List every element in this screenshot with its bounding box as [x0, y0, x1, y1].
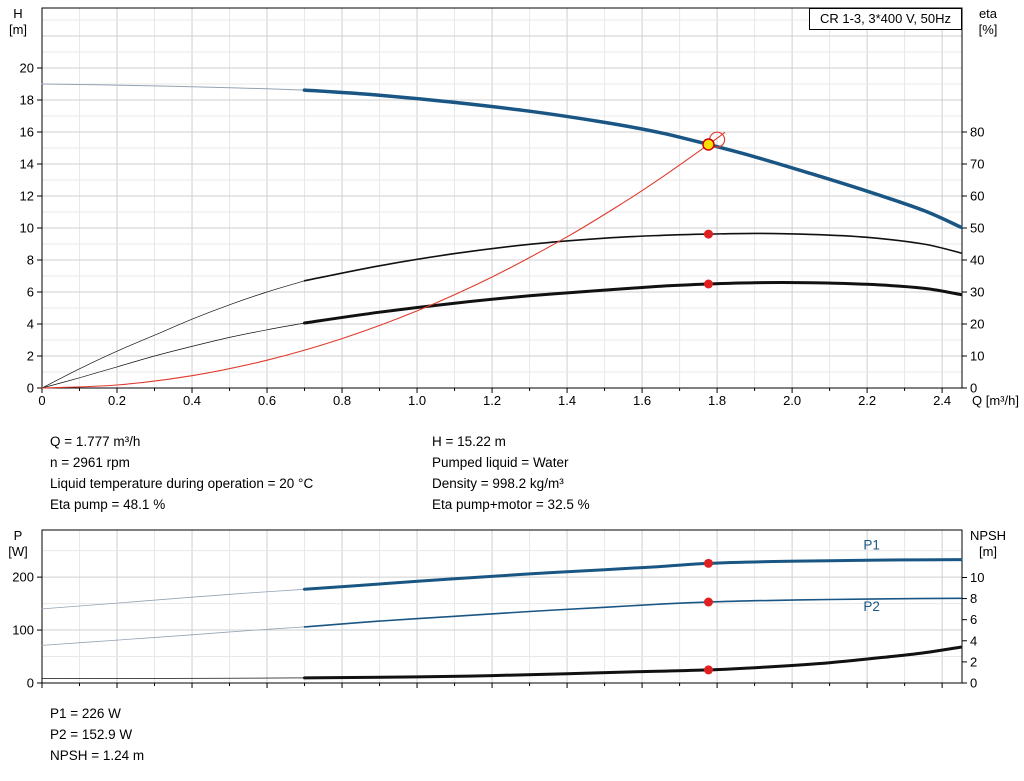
x-axis-label: Q [m³/h] [972, 393, 1019, 408]
pump-model-title-box: CR 1-3, 3*400 V, 50Hz [808, 8, 962, 30]
x-tick-label: 0 [38, 393, 45, 408]
eta-pump-motor-curve [303, 281, 963, 325]
plot-frame [41, 7, 963, 389]
x-tick-label: 2.4 [933, 393, 951, 408]
info-line-eta-pump: Eta pump = 48.1 % [50, 497, 166, 512]
info-line-temperature: Liquid temperature during operation = 20… [50, 476, 314, 491]
y-left-tick-label: 8 [27, 253, 34, 268]
y-left-tick-label: 20 [20, 61, 34, 76]
y-left-tick-label: 4 [27, 317, 34, 332]
y-right-tick-label: 20 [970, 317, 984, 332]
y-left-axis-label: H [13, 6, 22, 21]
p1-extension [41, 588, 305, 610]
y-left-tick-label: 0 [27, 381, 34, 396]
system-curve [41, 132, 726, 389]
eta-pump-motor-extension [41, 322, 305, 389]
x-tick-label: 1.4 [558, 393, 576, 408]
eta-pump-extension [41, 280, 305, 389]
y-right-tick-label: 50 [970, 221, 984, 236]
info-line-liquid: Pumped liquid = Water [432, 455, 569, 470]
eta-pump-curve [303, 232, 962, 282]
eta-pump-point [703, 229, 713, 239]
npsh-point [703, 665, 713, 675]
y-right-tick-label: 8 [970, 591, 977, 606]
y-right-axis-unit: [m] [979, 544, 997, 559]
duty-point [702, 138, 715, 151]
y-left-axis-unit: [W] [8, 544, 28, 559]
p2-point [703, 597, 713, 607]
y-right-axis-label: NPSH [970, 528, 1006, 543]
p1-curve [303, 558, 963, 591]
result-line-npsh: NPSH = 1.24 m [50, 748, 145, 763]
y-right-tick-label: 80 [970, 125, 984, 140]
x-tick-label: 0.6 [258, 393, 276, 408]
y-right-tick-label: 60 [970, 189, 984, 204]
x-tick-label: 1.0 [408, 393, 426, 408]
y-left-tick-label: 16 [20, 125, 34, 140]
y-right-tick-label: 40 [970, 253, 984, 268]
info-line-speed: n = 2961 rpm [50, 455, 130, 470]
y-left-tick-label: 10 [20, 221, 34, 236]
y-right-tick-label: 4 [970, 633, 977, 648]
pump-curve [302, 88, 963, 229]
x-tick-label: 1.2 [483, 393, 501, 408]
y-right-tick-label: 10 [970, 349, 984, 364]
y-right-tick-label: 30 [970, 285, 984, 300]
y-right-tick-label: 0 [970, 381, 977, 396]
x-tick-label: 1.8 [708, 393, 726, 408]
x-tick-label: 0.4 [183, 393, 201, 408]
y-right-axis-label: eta [979, 6, 998, 21]
y-left-axis-unit: [m] [9, 22, 27, 37]
result-line-p1: P1 = 226 W [50, 706, 121, 721]
info-line-head: H = 15.22 m [432, 434, 506, 449]
info-line-q: Q = 1.777 m³/h [50, 434, 141, 449]
p1-point [703, 558, 713, 568]
y-right-tick-label: 2 [970, 654, 977, 669]
series-label-p2: P2 [863, 599, 880, 614]
p2-extension [41, 626, 305, 646]
result-line-p2: P2 = 152.9 W [50, 727, 133, 742]
x-tick-label: 1.6 [633, 393, 651, 408]
y-left-tick-label: 200 [12, 570, 34, 585]
power-npsh-results-panel: P1 = 226 W P2 = 152.9 W NPSH = 1.24 m [50, 703, 144, 766]
y-right-tick-label: 70 [970, 157, 984, 172]
y-right-tick-label: 10 [970, 570, 984, 585]
x-tick-label: 0.8 [333, 393, 351, 408]
series-label-p1: P1 [863, 538, 880, 553]
plot-frame [41, 529, 963, 684]
y-left-tick-label: 14 [20, 157, 34, 172]
y-right-axis-unit: [%] [979, 22, 998, 37]
npsh-curve [303, 645, 963, 680]
info-line-density: Density = 998.2 kg/m³ [432, 476, 564, 491]
x-tick-label: 2.2 [858, 393, 876, 408]
y-left-tick-label: 18 [20, 93, 34, 108]
info-left-column: Q = 1.777 m³/h n = 2961 rpm Liquid tempe… [50, 431, 313, 515]
x-tick-label: 0.2 [108, 393, 126, 408]
y-right-tick-label: 6 [970, 612, 977, 627]
y-left-tick-label: 0 [27, 676, 34, 691]
x-tick-label: 2.0 [783, 393, 801, 408]
p2-curve [303, 597, 962, 628]
y-left-axis-label: P [14, 528, 23, 543]
y-left-tick-label: 6 [27, 285, 34, 300]
y-left-tick-label: 100 [12, 623, 34, 638]
info-line-eta-pump-motor: Eta pump+motor = 32.5 % [432, 497, 590, 512]
npsh-extension [41, 677, 305, 679]
y-left-tick-label: 12 [20, 189, 34, 204]
info-right-column: H = 15.22 m Pumped liquid = Water Densit… [432, 431, 590, 515]
y-left-tick-label: 2 [27, 349, 34, 364]
y-right-tick-label: 0 [970, 676, 977, 691]
eta-pump-motor-point [703, 279, 713, 289]
pump-curve-extension [41, 83, 305, 91]
